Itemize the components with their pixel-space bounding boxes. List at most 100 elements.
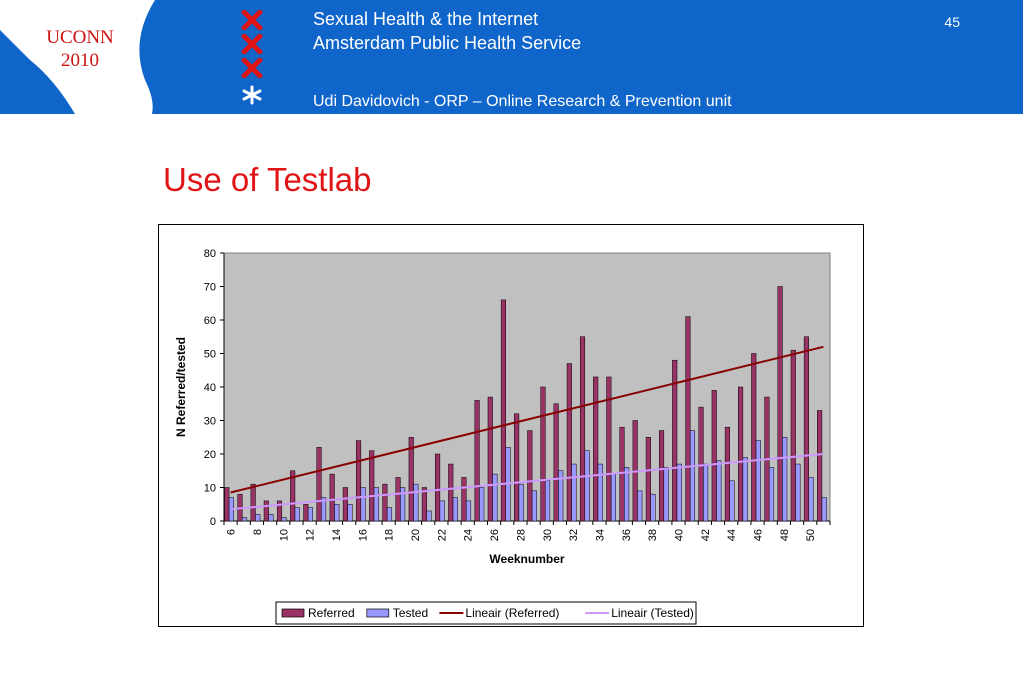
bar-referred [421, 487, 427, 522]
bar-referred [500, 299, 507, 522]
bar-referred [224, 487, 230, 522]
bar-referred [738, 386, 744, 522]
header-line-3: Udi Davidovich - ORP – Online Research &… [313, 93, 732, 110]
y-tick-label: 60 [204, 315, 216, 327]
bar-referred [685, 316, 691, 522]
bar-referred [395, 477, 401, 522]
legend-label: Lineair (Referred) [465, 606, 559, 620]
bar-tested [347, 504, 353, 522]
bar-chart: 0 10 20 30 40 50 60 70 80 6 8 10 12 14 16 18 20 22 24 26 28 3… [174, 248, 831, 625]
x-cross-icon [241, 58, 263, 78]
bar-referred [751, 353, 757, 522]
bar-referred [777, 286, 783, 522]
x-tick-label: 50 [805, 529, 817, 541]
trendline [230, 453, 824, 511]
x-tick-label: 40 [674, 529, 686, 541]
bar-tested [386, 507, 393, 522]
bar-tested [492, 473, 498, 522]
bar-tested [400, 487, 406, 522]
bar-tested [268, 514, 274, 522]
bar-tested [610, 473, 616, 522]
bar-referred [382, 483, 388, 522]
bar-referred [606, 376, 612, 522]
bar-tested [452, 497, 458, 522]
bar-tested [716, 460, 722, 522]
y-tick-label: 0 [210, 516, 216, 528]
bar-referred [276, 500, 283, 522]
bar-tested [650, 493, 656, 522]
bar-referred [303, 504, 309, 522]
bar-referred [369, 450, 375, 522]
bar-tested [703, 463, 709, 522]
bar-referred [619, 426, 625, 522]
y-tick-label: 10 [204, 483, 216, 495]
bar-tested [545, 480, 551, 522]
bar-tested [255, 514, 261, 522]
uconn-logo-background [0, 0, 155, 114]
bar-tested [597, 463, 603, 522]
bar-tested [373, 487, 379, 522]
x-tick-label: 14 [331, 529, 343, 541]
y-tick-label: 50 [204, 349, 216, 361]
x-cross-icon [241, 10, 263, 30]
bar-referred [461, 477, 467, 522]
x-cross-icon [241, 34, 263, 54]
x-tick-label: 22 [436, 529, 448, 541]
x-tick-label: 46 [753, 529, 765, 541]
bar-tested [479, 487, 485, 522]
bar-tested [294, 507, 300, 522]
bar-referred [316, 447, 322, 522]
page-number: 45 [944, 14, 960, 30]
bar-tested [689, 430, 696, 522]
bar-referred [803, 336, 810, 522]
y-tick-label: 80 [204, 248, 216, 260]
slide-title: Use of Testlab [163, 161, 372, 198]
legend-swatch [366, 608, 390, 618]
bar-referred [263, 500, 269, 522]
bar-referred [566, 363, 572, 522]
x-tick-label: 18 [384, 529, 396, 541]
header-line-2: Amsterdam Public Health Service [313, 33, 582, 53]
x-tick-label: 6 [226, 529, 238, 535]
x-tick-label: 28 [515, 529, 527, 541]
x-tick-label: 32 [568, 529, 580, 541]
bar-referred [711, 390, 717, 522]
bar-tested [518, 483, 524, 522]
y-tick-label: 70 [204, 282, 216, 294]
bar-referred [579, 336, 586, 522]
x-tick-label: 34 [594, 529, 606, 541]
x-tick-label: 30 [542, 529, 554, 541]
y-tick-label: 30 [204, 416, 216, 428]
bar-tested [426, 510, 432, 522]
y-tick-label: 40 [204, 382, 216, 394]
bar-tested [676, 463, 682, 522]
bar-tested [413, 483, 419, 522]
x-tick-label: 12 [305, 529, 317, 541]
bar-referred [435, 453, 441, 522]
bar-tested [281, 517, 287, 522]
bar-tested [465, 500, 472, 522]
bar-referred [474, 400, 480, 522]
bar-referred [250, 483, 256, 522]
bar-referred [698, 406, 704, 522]
x-axis-title: Weeknumber [489, 552, 564, 566]
bar-tested [307, 507, 313, 522]
legend-label: Lineair (Tested) [611, 606, 694, 620]
uconn-year: 2010 [61, 50, 99, 71]
bar-referred [527, 430, 533, 522]
bar-tested [795, 463, 801, 522]
bar-referred [658, 430, 665, 522]
x-tick-label: 16 [357, 529, 369, 541]
bar-tested [334, 504, 340, 522]
x-tick-label: 24 [463, 529, 475, 541]
bar-tested [663, 467, 669, 522]
bar-referred [645, 437, 651, 522]
bar-tested [242, 517, 248, 522]
bar-tested [624, 467, 630, 522]
x-tick-label: 20 [410, 529, 422, 541]
asterisk-logo-icon [242, 85, 262, 105]
bar-referred [817, 410, 823, 522]
bar-tested [768, 467, 775, 522]
bar-referred [540, 386, 546, 522]
bar-referred [672, 359, 678, 522]
